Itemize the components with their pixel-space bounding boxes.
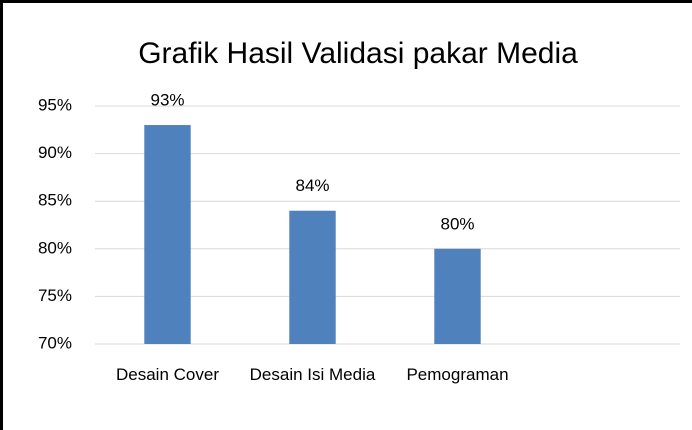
data-label: 84% xyxy=(295,176,329,195)
y-tick-label: 85% xyxy=(38,191,72,210)
bar xyxy=(289,210,336,344)
y-tick-label: 80% xyxy=(38,238,72,257)
x-tick-label: Pemograman xyxy=(406,365,509,384)
data-label: 93% xyxy=(150,91,184,110)
x-tick-label: Desain Cover xyxy=(116,365,219,384)
y-tick-label: 95% xyxy=(38,95,72,114)
bar xyxy=(434,248,481,344)
y-tick-label: 90% xyxy=(38,143,72,162)
bar xyxy=(144,125,191,344)
chart-title: Grafik Hasil Validasi pakar Media xyxy=(138,37,578,70)
y-tick-label: 75% xyxy=(38,286,72,305)
y-tick-label: 70% xyxy=(38,333,72,352)
data-label: 80% xyxy=(440,214,474,233)
x-tick-label: Desain Isi Media xyxy=(249,365,376,384)
